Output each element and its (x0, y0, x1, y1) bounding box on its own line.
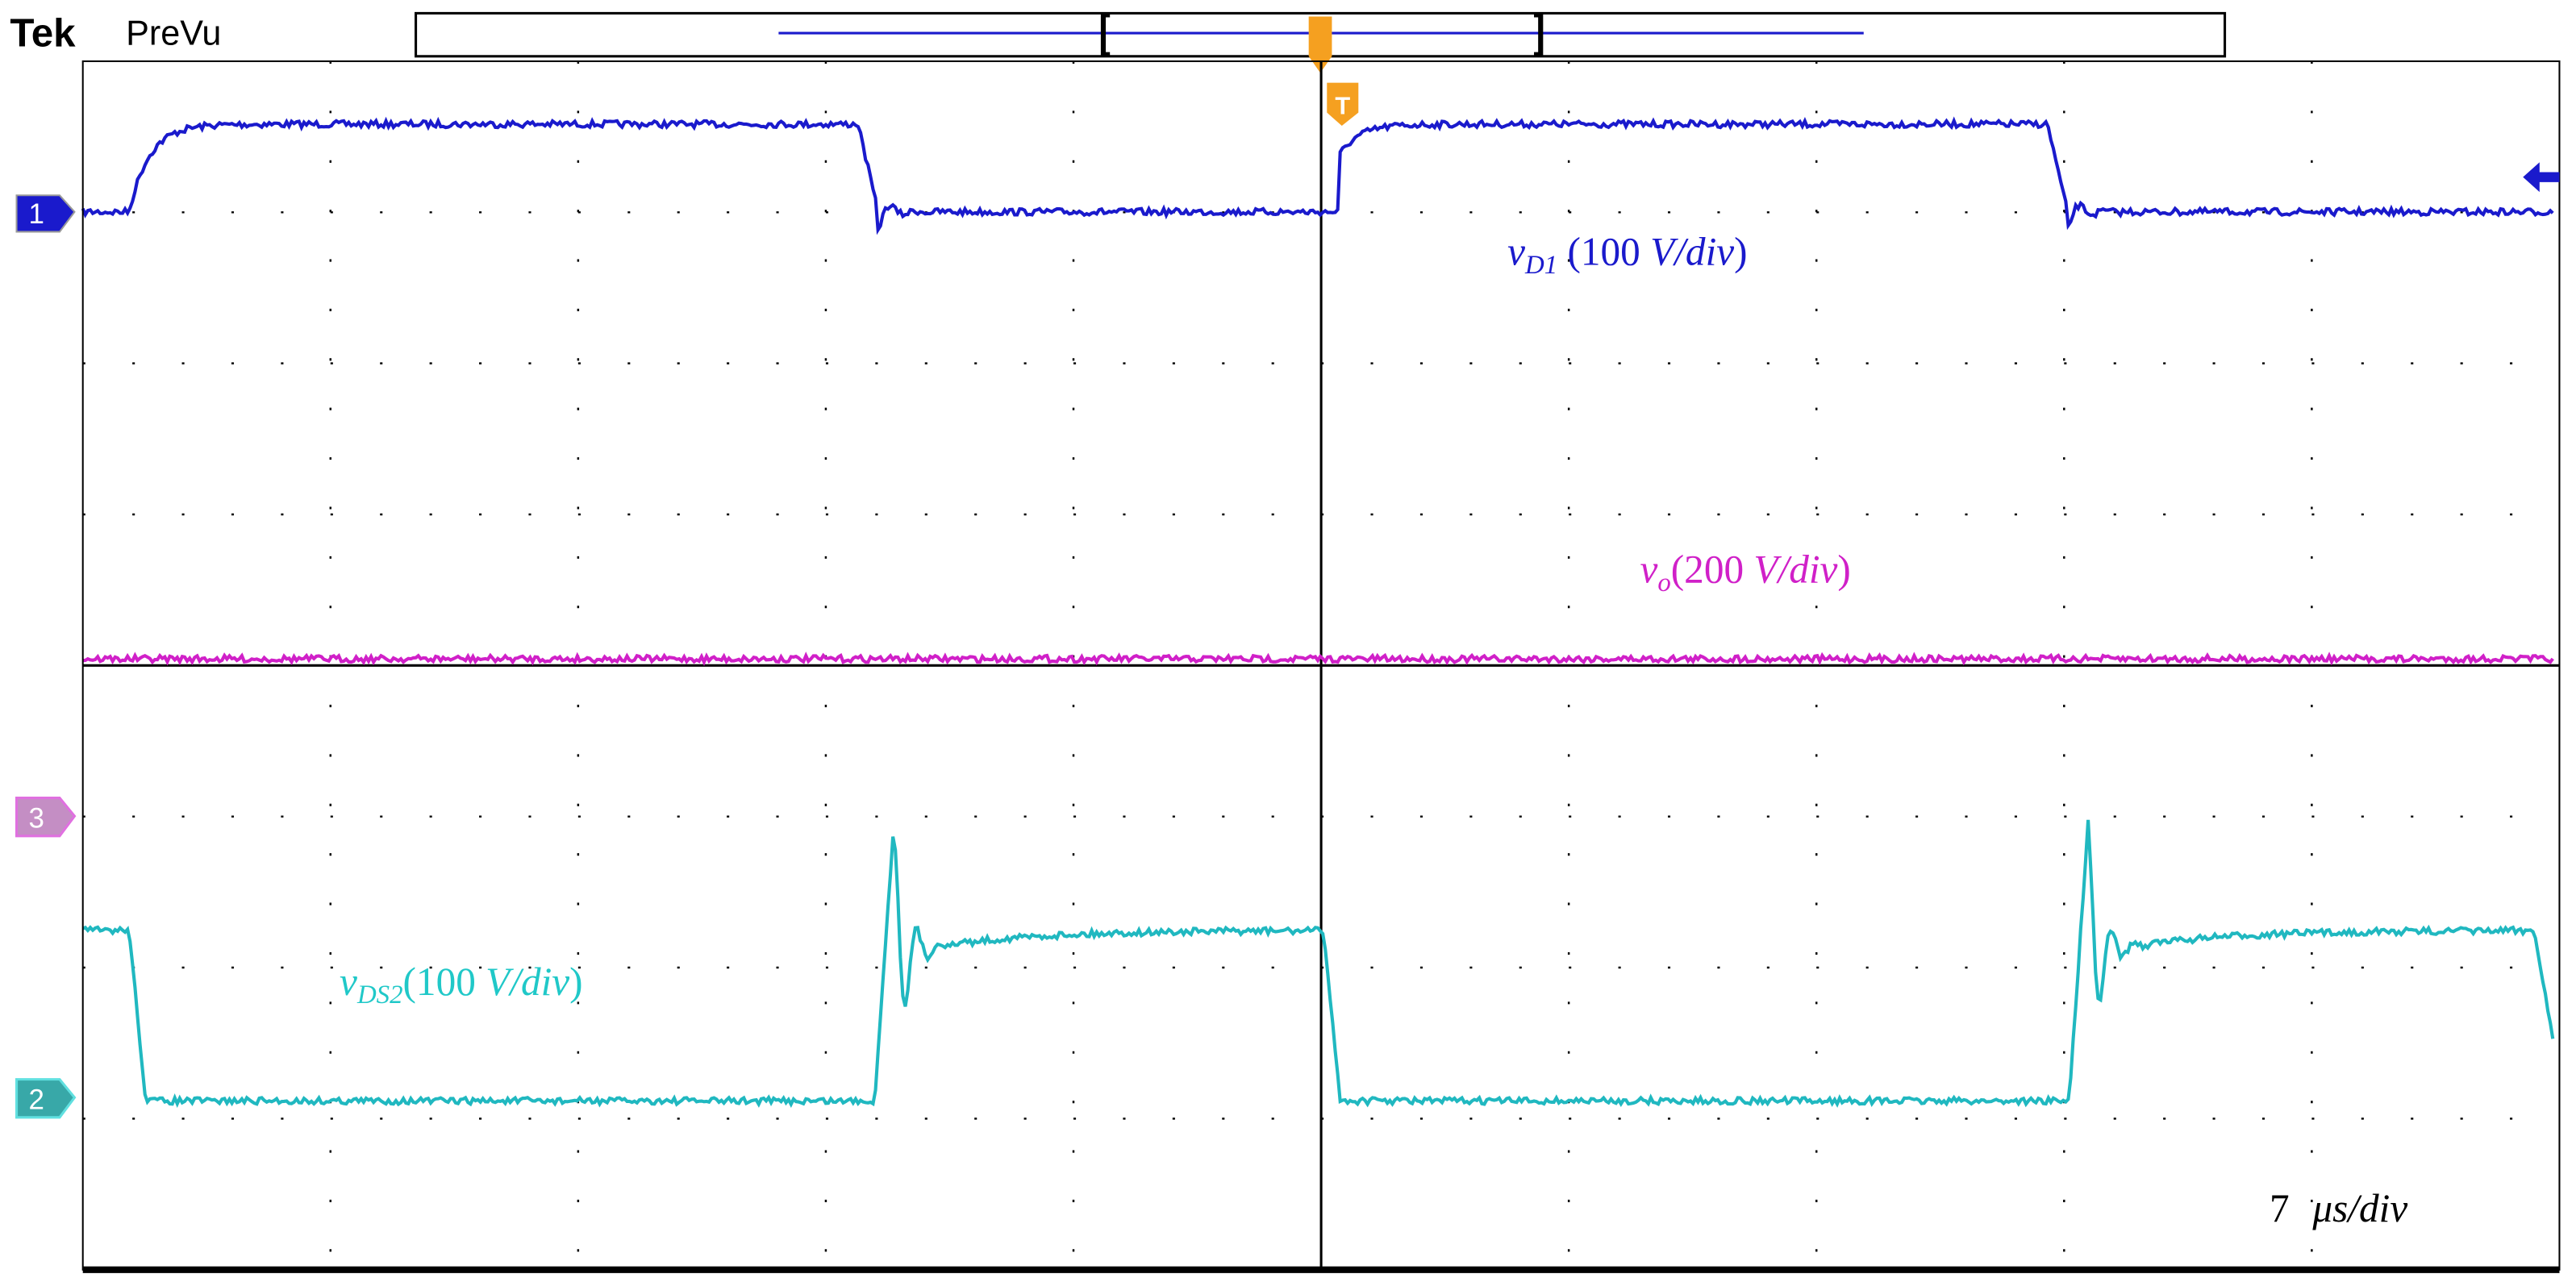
ch1-label: 1 (28, 198, 44, 230)
ch3-marker: 3 (15, 797, 77, 838)
trigger-position (1308, 16, 1332, 73)
ch2-label: 2 (28, 1084, 44, 1116)
graticule (82, 60, 2560, 1270)
ch1-marker: 1 (15, 194, 76, 233)
ch1-trace (81, 116, 2554, 235)
vds2-label: vDS2(100 V/div) (340, 960, 583, 1009)
timebase: 7 μs/div (2270, 1186, 2407, 1230)
trigger-marker: T (1327, 82, 1359, 127)
window-brackets (1100, 12, 1544, 57)
brand: Tek (10, 10, 76, 55)
traces (81, 116, 2555, 1108)
vd1-label: vD1 (100 V/div) (1507, 230, 1747, 280)
vo-label: vo(200 V/div) (1640, 547, 1850, 597)
ch1-offscreen-arrow (2523, 162, 2560, 193)
ch2-trace (81, 819, 2555, 1108)
ch3-trace (82, 651, 2554, 667)
ch3-label: 3 (28, 803, 44, 835)
mode: PreVu (126, 14, 221, 52)
ch2-marker: 2 (15, 1078, 77, 1119)
trigger-label: T (1335, 92, 1350, 120)
